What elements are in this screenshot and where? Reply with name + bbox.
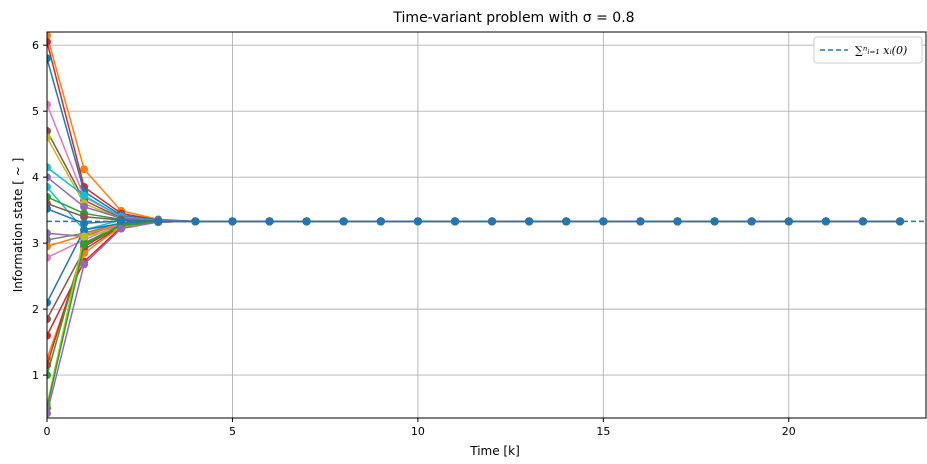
data-point: [858, 217, 867, 226]
data-point: [265, 217, 274, 226]
data-point: [450, 217, 459, 226]
y-tick-label: 2: [32, 303, 39, 316]
y-tick-label: 3: [32, 237, 39, 250]
data-point: [47, 183, 51, 192]
data-point: [673, 217, 682, 226]
data-point: [47, 315, 51, 324]
data-point: [47, 371, 51, 380]
data-point: [80, 165, 89, 174]
data-point: [47, 298, 51, 307]
y-tick-label: 5: [32, 105, 39, 118]
data-point: [562, 217, 571, 226]
data-point: [80, 202, 89, 211]
x-tick-label: 10: [411, 425, 425, 438]
data-point: [80, 225, 89, 234]
y-axis-label: Information state [ ~ ]: [11, 158, 25, 293]
data-point: [80, 260, 89, 269]
y-tick-label: 1: [32, 369, 39, 382]
x-axis-label: Time [k]: [469, 444, 520, 458]
plot-frame: [46, 31, 927, 419]
data-point: [47, 163, 51, 172]
x-tick-label: 5: [229, 425, 236, 438]
data-point: [47, 253, 51, 262]
data-point: [47, 32, 51, 40]
data-point: [47, 173, 51, 182]
legend: ∑ⁿᵢ₌₁ xᵢ(0): [813, 36, 923, 64]
data-point: [47, 204, 51, 213]
data-point: [80, 212, 89, 221]
x-tick-label: 20: [782, 425, 796, 438]
data-point: [47, 100, 51, 109]
data-point: [80, 191, 89, 200]
chart-title: Time-variant problem with σ = 0.8: [392, 10, 634, 26]
data-point: [117, 224, 126, 233]
axis-ticks: 0 5 10 15 20 1 2 3 4 5 6: [32, 39, 796, 438]
data-point: [47, 331, 51, 340]
data-point: [80, 219, 89, 228]
data-point: [154, 217, 163, 226]
y-tick-label: 4: [32, 171, 39, 184]
x-tick-label: 0: [44, 425, 51, 438]
data-point: [47, 242, 51, 251]
data-point: [376, 217, 385, 226]
y-tick-label: 6: [32, 39, 39, 52]
legend-consensus-label: ∑ⁿᵢ₌₁ xᵢ(0): [855, 44, 907, 57]
data-point: [80, 232, 89, 241]
data-point: [488, 217, 497, 226]
data-point: [47, 133, 51, 142]
data-point: [47, 54, 51, 63]
data-point: [784, 217, 793, 226]
x-tick-label: 15: [596, 425, 610, 438]
data-point: [47, 126, 51, 135]
data-point: [80, 240, 89, 249]
data-point: [47, 229, 51, 238]
data-point: [47, 409, 51, 418]
data-point: [47, 192, 51, 201]
data-point: [896, 217, 905, 226]
data-point: [47, 235, 51, 244]
legend-box: [813, 36, 923, 64]
data-point: [47, 37, 51, 46]
